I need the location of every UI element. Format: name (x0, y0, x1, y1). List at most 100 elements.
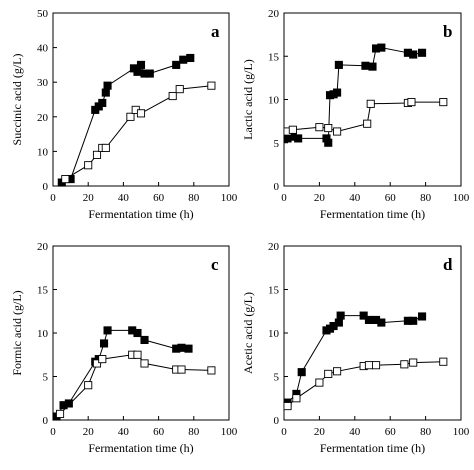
y-tick-label: 5 (274, 372, 280, 384)
x-tick-label: 40 (118, 192, 130, 204)
x-tick-label: 0 (50, 192, 56, 204)
x-tick-label: 20 (83, 426, 95, 438)
filled-square-point (64, 399, 73, 408)
open-square-point (140, 359, 149, 368)
open-square-point (324, 369, 333, 378)
x-axis-label: Fermentation time (h) (88, 207, 193, 221)
x-axis-label: Fermentation time (h) (88, 441, 193, 455)
panel-letter: b (443, 22, 452, 41)
x-tick-label: 80 (420, 426, 432, 438)
filled-square-point (133, 328, 142, 338)
x-axis-label: Fermentation time (h) (320, 207, 425, 221)
y-tick-label: 10 (268, 95, 280, 107)
x-tick-label: 100 (221, 192, 238, 204)
open-square-point (315, 378, 324, 387)
open-square-point (55, 409, 65, 418)
filled-square-point (101, 88, 110, 97)
x-tick-label: 20 (83, 192, 95, 204)
y-tick-label: 30 (37, 77, 49, 89)
filled-square-point (136, 60, 146, 69)
y-tick-label: 10 (268, 328, 280, 340)
filled-square-point (140, 335, 149, 345)
open-square-point (288, 125, 297, 134)
open-square-point (363, 119, 372, 128)
y-tick-label: 15 (37, 285, 49, 297)
y-tick-label: 20 (37, 112, 49, 124)
y-axis-label: Acetic acid (g/L) (241, 292, 255, 374)
filled-square-point (377, 43, 386, 52)
open-square-point (126, 112, 135, 121)
y-tick-label: 0 (274, 415, 280, 427)
filled-square-point (98, 98, 107, 108)
y-tick-label: 5 (274, 138, 280, 150)
filled-series-line (61, 57, 191, 183)
x-tick-label: 60 (153, 426, 165, 438)
open-square-point (133, 350, 142, 359)
x-tick-label: 60 (385, 192, 397, 204)
panel-c: 0 20 40 60 80 100 0 5 10 15 20 Fermentation time (h… (10, 241, 238, 455)
filled-series-line (287, 47, 423, 143)
x-tick-label: 80 (188, 192, 200, 204)
open-square-point (101, 143, 110, 152)
filled-square-point (294, 134, 303, 143)
filled-square-point (99, 339, 109, 348)
x-tick-label: 0 (281, 192, 287, 204)
filled-series-line (56, 329, 189, 417)
filled-square-point (172, 60, 181, 69)
x-tick-label: 20 (314, 192, 326, 204)
open-square-point (175, 85, 184, 94)
x-tick-label: 0 (50, 426, 56, 438)
open-square-point (283, 402, 292, 411)
open-square-point (333, 367, 342, 376)
panel-letter: a (211, 22, 220, 41)
filled-square-point (409, 50, 418, 59)
filled-square-point (297, 368, 306, 377)
y-tick-label: 50 (37, 8, 49, 20)
filled-square-point (359, 311, 368, 320)
y-tick-label: 5 (43, 372, 49, 384)
open-square-point (92, 150, 102, 159)
y-tick-label: 20 (268, 241, 280, 253)
panel-a: 0 20 40 60 80 100 0 10 20 30 40 50 Fermentation time… (10, 8, 238, 221)
open-square-point (177, 365, 186, 374)
x-tick-label: 60 (385, 426, 397, 438)
y-tick-label: 0 (43, 415, 49, 427)
open-square-point (168, 91, 177, 101)
filled-square-point (324, 138, 333, 147)
open-square-point (439, 98, 448, 107)
filled-square-point (103, 326, 112, 335)
y-tick-label: 10 (37, 328, 49, 340)
filled-square-point (133, 67, 142, 76)
filled-square-point (145, 69, 154, 78)
filled-square-point (364, 315, 374, 325)
panel-b: 0 20 40 60 80 100 0 5 10 15 20 Fermentation time (h… (241, 8, 470, 221)
open-square-point (92, 359, 102, 368)
y-tick-label: 0 (274, 181, 280, 193)
plot-frame (283, 12, 462, 187)
filled-square-point (186, 53, 195, 63)
filled-series-line (287, 315, 423, 403)
y-axis-label: Formic acid (g/L) (10, 290, 24, 375)
filled-square-point (361, 61, 370, 70)
open-square-point (84, 381, 93, 390)
open-square-point (61, 175, 70, 184)
y-tick-label: 20 (37, 241, 49, 253)
x-tick-label: 40 (349, 192, 361, 204)
filled-square-point (333, 88, 342, 97)
filled-square-point (409, 316, 418, 325)
open-square-point (439, 357, 448, 366)
x-tick-label: 40 (118, 426, 130, 438)
filled-square-point (177, 343, 186, 352)
open-square-point (84, 161, 93, 170)
open-square-point (333, 127, 342, 136)
y-tick-label: 15 (268, 51, 280, 63)
plot-frame (283, 245, 462, 421)
filled-square-point (368, 62, 377, 71)
open-square-point (371, 361, 381, 370)
filled-square-point (103, 81, 112, 90)
plot-frame (52, 12, 230, 187)
open-square-point (207, 366, 216, 375)
panel-letter: c (211, 255, 219, 274)
x-axis-label: Fermentation time (h) (320, 441, 425, 455)
open-square-point (98, 355, 107, 364)
